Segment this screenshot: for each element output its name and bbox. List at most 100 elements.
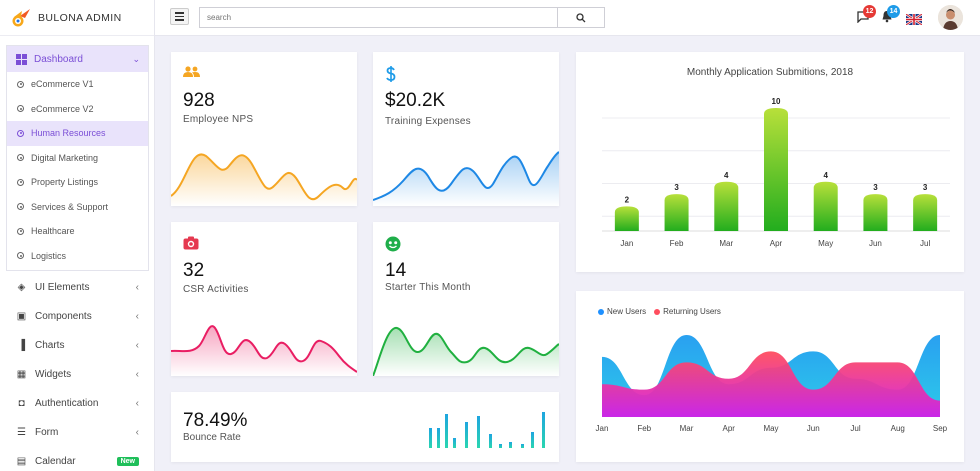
camera-icon bbox=[183, 236, 199, 250]
calendar-icon: ▤ bbox=[16, 456, 27, 467]
sidebar-item-label: Components bbox=[35, 311, 92, 322]
x-tick-label: Jun bbox=[807, 424, 820, 433]
bounce-rate-label: Bounce Rate bbox=[183, 432, 241, 443]
sidebar-subitem-label: Healthcare bbox=[31, 226, 75, 237]
radio-dot-icon bbox=[17, 227, 24, 235]
bounce-rate-bars bbox=[429, 412, 545, 448]
sidebar-item[interactable]: ▦ Widgets ‹ bbox=[0, 360, 155, 389]
x-tick-label: Sep bbox=[933, 424, 948, 433]
legend-item[interactable]: Returning Users bbox=[654, 307, 721, 316]
notifications-button[interactable]: 14 bbox=[881, 5, 900, 28]
bar-value-label: 2 bbox=[625, 195, 630, 204]
training-expenses-sparkline bbox=[373, 151, 559, 206]
csr-activities-card: 32 CSR Activities bbox=[171, 222, 357, 376]
bar-value-label: 4 bbox=[823, 171, 828, 180]
bar bbox=[813, 181, 838, 231]
bar-value-label: 3 bbox=[674, 183, 679, 192]
bar-chart-icon: ▐ bbox=[17, 340, 26, 351]
language-button[interactable] bbox=[905, 12, 923, 30]
radio-dot-icon bbox=[17, 105, 24, 113]
search-input[interactable] bbox=[200, 8, 557, 27]
chevron-down-icon: ⌄ bbox=[132, 53, 140, 64]
sidebar-subitem-label: eCommerce V2 bbox=[31, 103, 94, 114]
x-tick-label: Feb bbox=[670, 239, 684, 248]
chart-title: Monthly Application Submitions, 2018 bbox=[686, 67, 854, 78]
sidebar-item-label: Authentication bbox=[35, 398, 99, 409]
bounce-rate-value: 78.49% bbox=[183, 410, 248, 431]
csr-activities-value: 32 bbox=[183, 260, 205, 281]
menu-toggle-button[interactable] bbox=[170, 8, 189, 25]
training-expenses-value: $20.2K bbox=[385, 90, 446, 111]
radio-dot-icon bbox=[17, 154, 24, 162]
legend-dot-icon bbox=[598, 308, 604, 315]
starter-month-sparkline bbox=[373, 327, 559, 376]
legend-label: New Users bbox=[607, 307, 647, 316]
sidebar-item[interactable]: ◈ UI Elements ‹ bbox=[0, 273, 155, 302]
x-tick-label: Jan bbox=[596, 424, 609, 433]
sidebar-item[interactable]: ▤ Calendar New bbox=[0, 447, 155, 471]
sidebar-subitem[interactable]: Digital Marketing bbox=[7, 146, 148, 171]
brand-name: BULONA ADMIN bbox=[38, 11, 122, 24]
sidebar-subitem[interactable]: eCommerce V1 bbox=[7, 72, 148, 97]
sidebar-subitem[interactable]: eCommerce V2 bbox=[7, 97, 148, 122]
sidebar-subitem[interactable]: Human Resources bbox=[7, 121, 148, 146]
notifications-badge: 14 bbox=[887, 5, 900, 18]
radio-dot-icon bbox=[17, 80, 24, 88]
bar-value-label: 3 bbox=[873, 183, 878, 192]
radio-dot-icon bbox=[17, 252, 24, 260]
legend-item[interactable]: New Users bbox=[598, 307, 646, 316]
employee-nps-sparkline bbox=[171, 153, 357, 206]
csr-activities-sparkline bbox=[171, 325, 357, 376]
messages-badge: 12 bbox=[863, 5, 876, 18]
x-tick-label: Jun bbox=[869, 239, 882, 248]
sidebar-subitem[interactable]: Logistics bbox=[7, 244, 148, 269]
sidebar-subitem-label: Services & Support bbox=[31, 201, 109, 212]
x-tick-label: Apr bbox=[723, 424, 736, 433]
sidebar-item-label: Calendar bbox=[35, 456, 76, 467]
sidebar-item-dashboard[interactable]: Dashboard ⌄ bbox=[7, 46, 148, 72]
x-tick-label: Aug bbox=[891, 424, 905, 433]
chevron-left-icon: ‹ bbox=[135, 282, 139, 293]
sidebar-item[interactable]: ◘ Authentication ‹ bbox=[0, 389, 155, 418]
x-tick-label: Feb bbox=[637, 424, 651, 433]
sidebar-subitem-label: Digital Marketing bbox=[31, 152, 99, 163]
employee-nps-label: Employee NPS bbox=[183, 114, 254, 125]
search-button[interactable] bbox=[557, 8, 604, 27]
brand[interactable]: BULONA ADMIN bbox=[0, 0, 154, 36]
smiley-icon bbox=[385, 236, 401, 252]
bar bbox=[764, 108, 788, 231]
sidebar-nav: ◈ UI Elements ‹ ▣ Components ‹ ▐ Charts ‹ ▦ Widget… bbox=[0, 273, 155, 471]
bar bbox=[664, 194, 689, 231]
monthly-submissions-chart: 2 Jan 3 Feb 4 Mar 10 Apr 4 May 3 Jun 3 Jul bbox=[602, 97, 950, 248]
uk-flag-icon bbox=[905, 13, 923, 26]
sidebar-item[interactable]: ☰ Form ‹ bbox=[0, 418, 155, 447]
user-avatar[interactable] bbox=[938, 5, 963, 30]
x-tick-label: May bbox=[763, 424, 778, 433]
chevron-left-icon: ‹ bbox=[135, 398, 139, 409]
layers-icon: ◈ bbox=[17, 282, 26, 293]
x-tick-label: Apr bbox=[770, 239, 783, 248]
legend-label: Returning Users bbox=[663, 307, 721, 316]
area-series bbox=[602, 351, 940, 417]
messages-button[interactable]: 12 bbox=[857, 5, 876, 28]
avatar-image bbox=[938, 5, 963, 30]
starter-month-label: Starter This Month bbox=[385, 282, 471, 293]
employee-nps-value: 928 bbox=[183, 90, 215, 111]
x-tick-label: Mar bbox=[719, 239, 733, 248]
widgets-icon: ▦ bbox=[16, 369, 27, 380]
sidebar-subitem[interactable]: Services & Support bbox=[7, 195, 148, 220]
monthly-submissions-card: Monthly Application Submitions, 2018 2 Ja… bbox=[576, 52, 964, 272]
sidebar-subitem-label: eCommerce V1 bbox=[31, 79, 94, 90]
sidebar-subitem[interactable]: Healthcare bbox=[7, 219, 148, 244]
new-badge: New bbox=[116, 457, 139, 466]
sidebar-subitem-label: Logistics bbox=[31, 250, 67, 261]
sidebar-item[interactable]: ▐ Charts ‹ bbox=[0, 331, 155, 360]
training-expenses-label: Training Expenses bbox=[385, 116, 471, 127]
dashboard-icon bbox=[16, 53, 27, 65]
sidebar-subitem[interactable]: Property Listings bbox=[7, 170, 148, 195]
topbar: 12 14 bbox=[155, 0, 980, 36]
sidebar-item[interactable]: ▣ Components ‹ bbox=[0, 302, 155, 331]
search-icon bbox=[576, 12, 586, 22]
bar bbox=[863, 194, 888, 231]
sidebar-item-label: Form bbox=[35, 427, 59, 438]
